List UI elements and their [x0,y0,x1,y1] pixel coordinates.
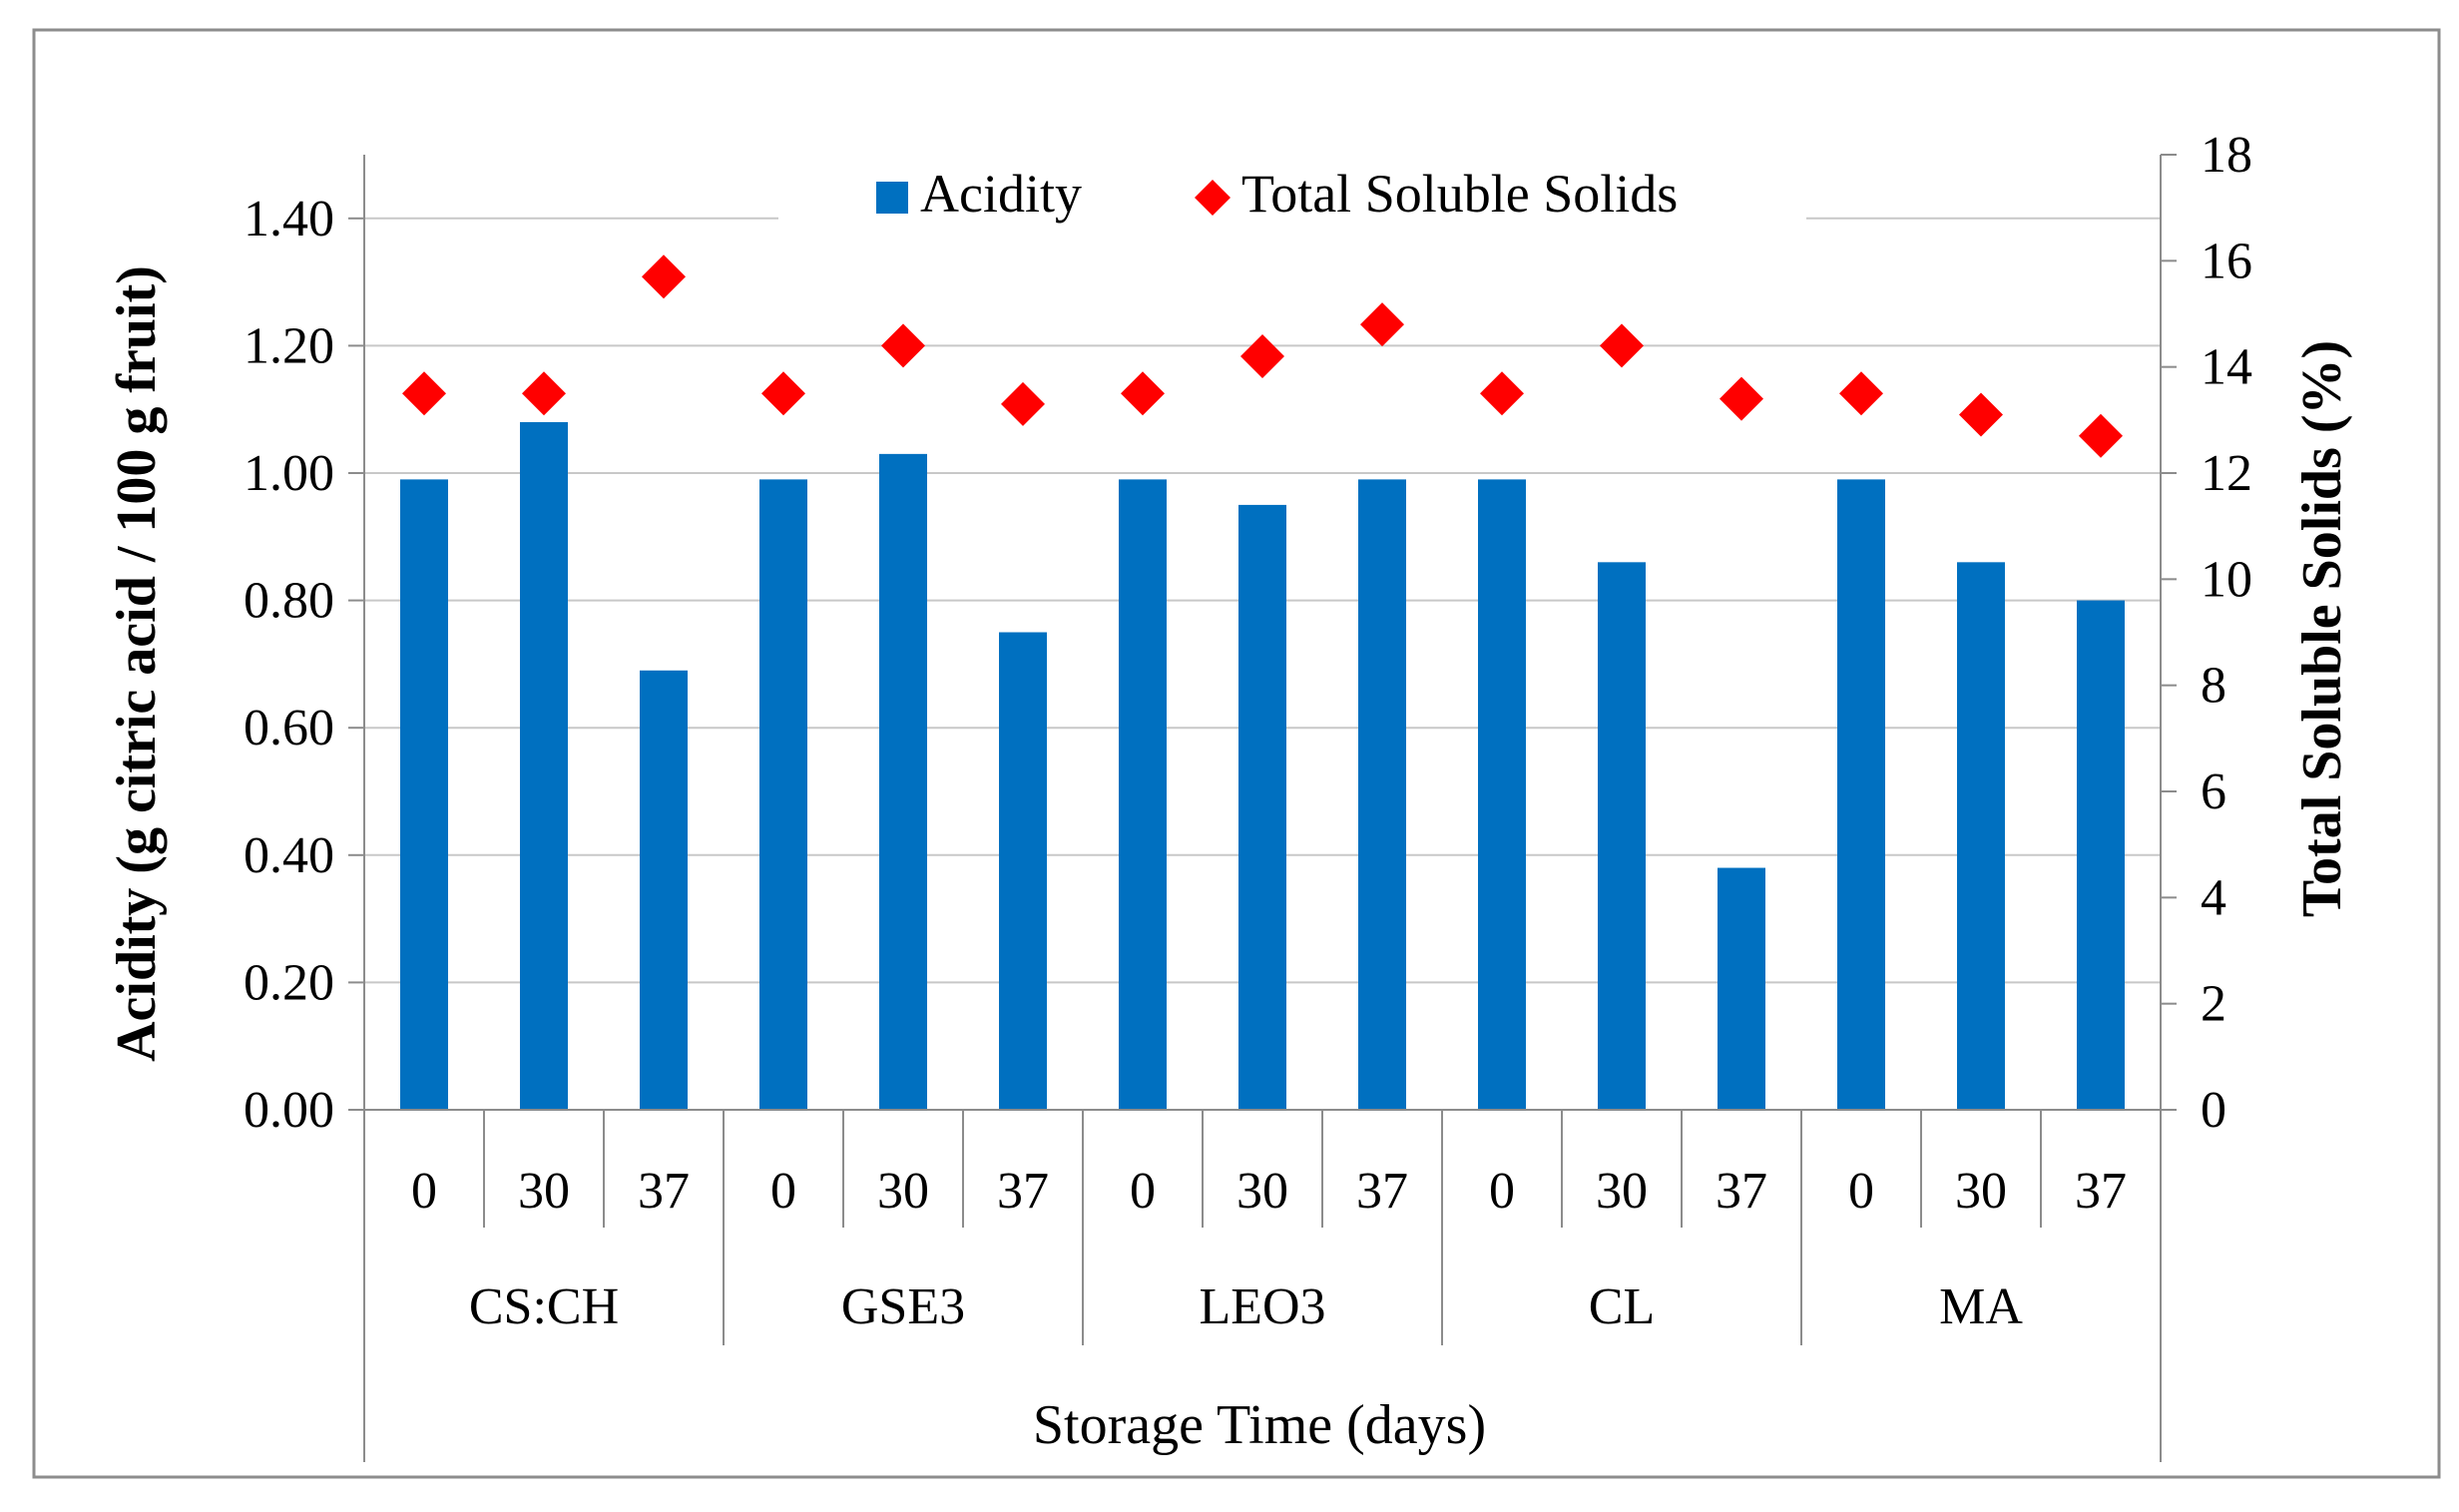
y2-tick-label: 8 [2201,658,2226,715]
y-tick-label: 0.80 [244,573,334,630]
tss-marker [522,371,566,416]
acidity-bar [1718,867,1765,1110]
y2-tick-label: 14 [2201,339,2252,396]
acidity-bar [1837,479,1885,1110]
tss-marker [2079,413,2123,458]
tss-marker [1001,381,1045,426]
y2-tick-label: 16 [2201,233,2252,289]
y2-tick-label: 6 [2201,763,2226,820]
y2-axis-title: Total Soluble Solids (%) [2291,340,2353,917]
legend-tss-marker [1195,180,1230,216]
acidity-bar [640,670,688,1110]
x-group-label: GSE3 [841,1278,965,1335]
acidity-bar [1358,479,1406,1110]
tss-marker [761,371,805,416]
x-day-label: 37 [638,1163,690,1220]
tss-marker [1121,371,1165,416]
acidity-bar [520,421,568,1111]
x-day-label: 37 [2075,1163,2127,1220]
legend-acidity-swatch [876,182,908,214]
marker-series [402,254,2123,458]
acidity-bar [1598,562,1646,1110]
x-day-label: 0 [1130,1163,1156,1220]
y2-tick-label: 10 [2201,551,2252,608]
y2-tick-label: 2 [2201,976,2226,1033]
tss-marker [1720,376,1763,421]
y2-tick-label: 4 [2201,869,2226,926]
x-day-label: 0 [1848,1163,1874,1220]
x-group-label: CS:CH [469,1278,619,1335]
x-day-label: 30 [518,1163,570,1220]
acidity-bar [1957,562,2005,1110]
legend-background [778,160,1806,245]
x-group-label: CL [1589,1278,1655,1335]
y-axis-title: Acidity (g citric acid / 100 g fruit) [106,265,168,1062]
tss-marker [1240,334,1284,379]
x-day-label: 0 [1489,1163,1515,1220]
x-day-label: 30 [1236,1163,1288,1220]
x-category-labels: 0 30 37 0 30 37 0 30 37 0 30 37 0 30 37 CS:CH GSE3 LEO3 CL… [411,1163,2127,1335]
tss-marker [1600,323,1644,368]
x-axis-title: Storage Time (days) [1033,1394,1486,1456]
x-day-label: 30 [1596,1163,1648,1220]
acidity-bar [999,632,1047,1110]
y-tick-label: 0.40 [244,827,334,884]
legend-acidity-label: Acidity [920,164,1082,224]
acidity-bar [400,479,448,1110]
y-tick-label: 0.60 [244,700,334,756]
x-day-label: 37 [997,1163,1049,1220]
y-tick-label: 0.00 [244,1082,334,1139]
acidity-bar [879,453,927,1110]
y-tick-label: 0.20 [244,954,334,1011]
x-day-label: 0 [770,1163,796,1220]
y-tick-label: 1.20 [244,317,334,374]
y2-tick-label: 0 [2201,1082,2226,1139]
x-day-label: 30 [877,1163,929,1220]
tss-marker [1839,371,1883,416]
tss-marker [642,254,686,299]
acidity-bar [1238,504,1286,1110]
x-day-label: 30 [1955,1163,2007,1220]
x-group-label: LEO3 [1199,1278,1325,1335]
y2-tick-label: 12 [2201,445,2252,502]
acidity-bar [1119,479,1167,1110]
x-day-label: 37 [1716,1163,1767,1220]
legend: Acidity Total Soluble Solids [778,160,1806,245]
tick-labels: 0.00 0.20 0.40 0.60 0.80 1.00 1.20 1.40 0 2 4 6 8 10 1… [244,127,2252,1139]
tss-marker [1959,392,2003,437]
y-tick-label: 1.40 [244,191,334,248]
y-tick-label: 1.00 [244,445,334,502]
bar-series [400,421,2125,1111]
x-day-label: 0 [411,1163,437,1220]
acidity-bar [759,479,807,1110]
tss-marker [1360,302,1404,347]
tss-marker [881,323,925,368]
acidity-bar [2077,600,2125,1110]
x-day-label: 37 [1356,1163,1408,1220]
legend-tss-label: Total Soluble Solids [1241,164,1678,224]
x-group-label: MA [1939,1278,2023,1335]
y2-tick-label: 18 [2201,127,2252,184]
acidity-bar [1478,479,1526,1110]
tss-marker [1480,371,1524,416]
axes [348,154,2177,1462]
tss-marker [402,371,446,416]
